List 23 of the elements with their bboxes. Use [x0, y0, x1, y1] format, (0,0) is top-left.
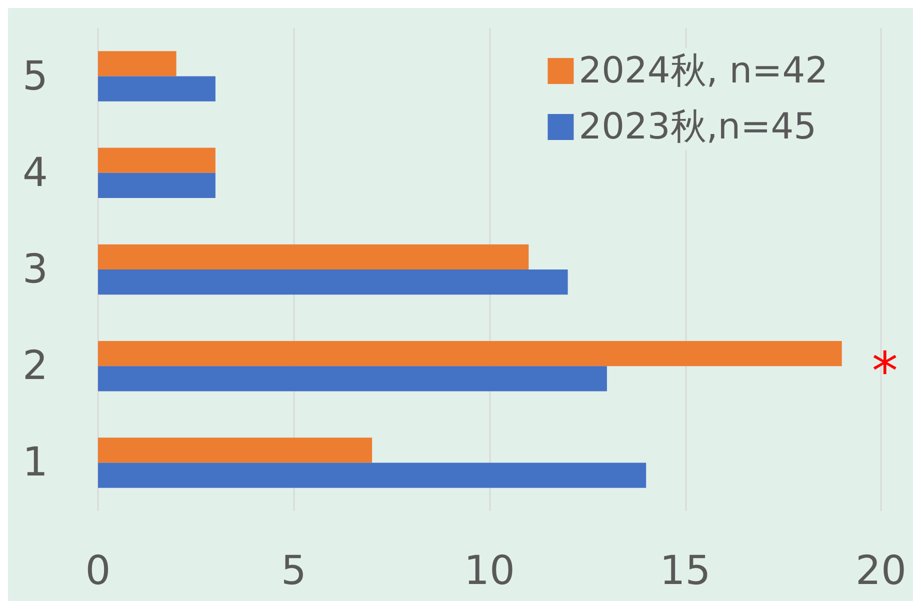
- y-tick-label: 4: [22, 150, 48, 196]
- bar: [98, 51, 176, 76]
- bar: [98, 172, 216, 198]
- bar: [98, 462, 646, 488]
- y-tick-label: 5: [22, 53, 48, 100]
- bar: [98, 438, 372, 463]
- bar: [98, 366, 607, 392]
- x-tick-label: 10: [464, 548, 515, 594]
- bar: [98, 244, 529, 270]
- bar: [98, 76, 216, 102]
- bar: [98, 148, 216, 173]
- x-tick-label: 20: [856, 548, 906, 594]
- bar: [98, 340, 842, 366]
- legend-label: 2024秋, n=42: [578, 50, 828, 92]
- x-tick-label: 5: [281, 548, 306, 594]
- legend-label: 2023秋,n=45: [578, 106, 817, 148]
- y-tick-label: 1: [22, 440, 48, 486]
- y-tick-label: 2: [22, 343, 48, 390]
- x-tick-label: 15: [660, 548, 711, 594]
- x-tick-label: 0: [85, 548, 111, 594]
- annotation: *: [872, 342, 898, 402]
- y-tick-label: 3: [22, 246, 48, 292]
- bar: [98, 270, 568, 295]
